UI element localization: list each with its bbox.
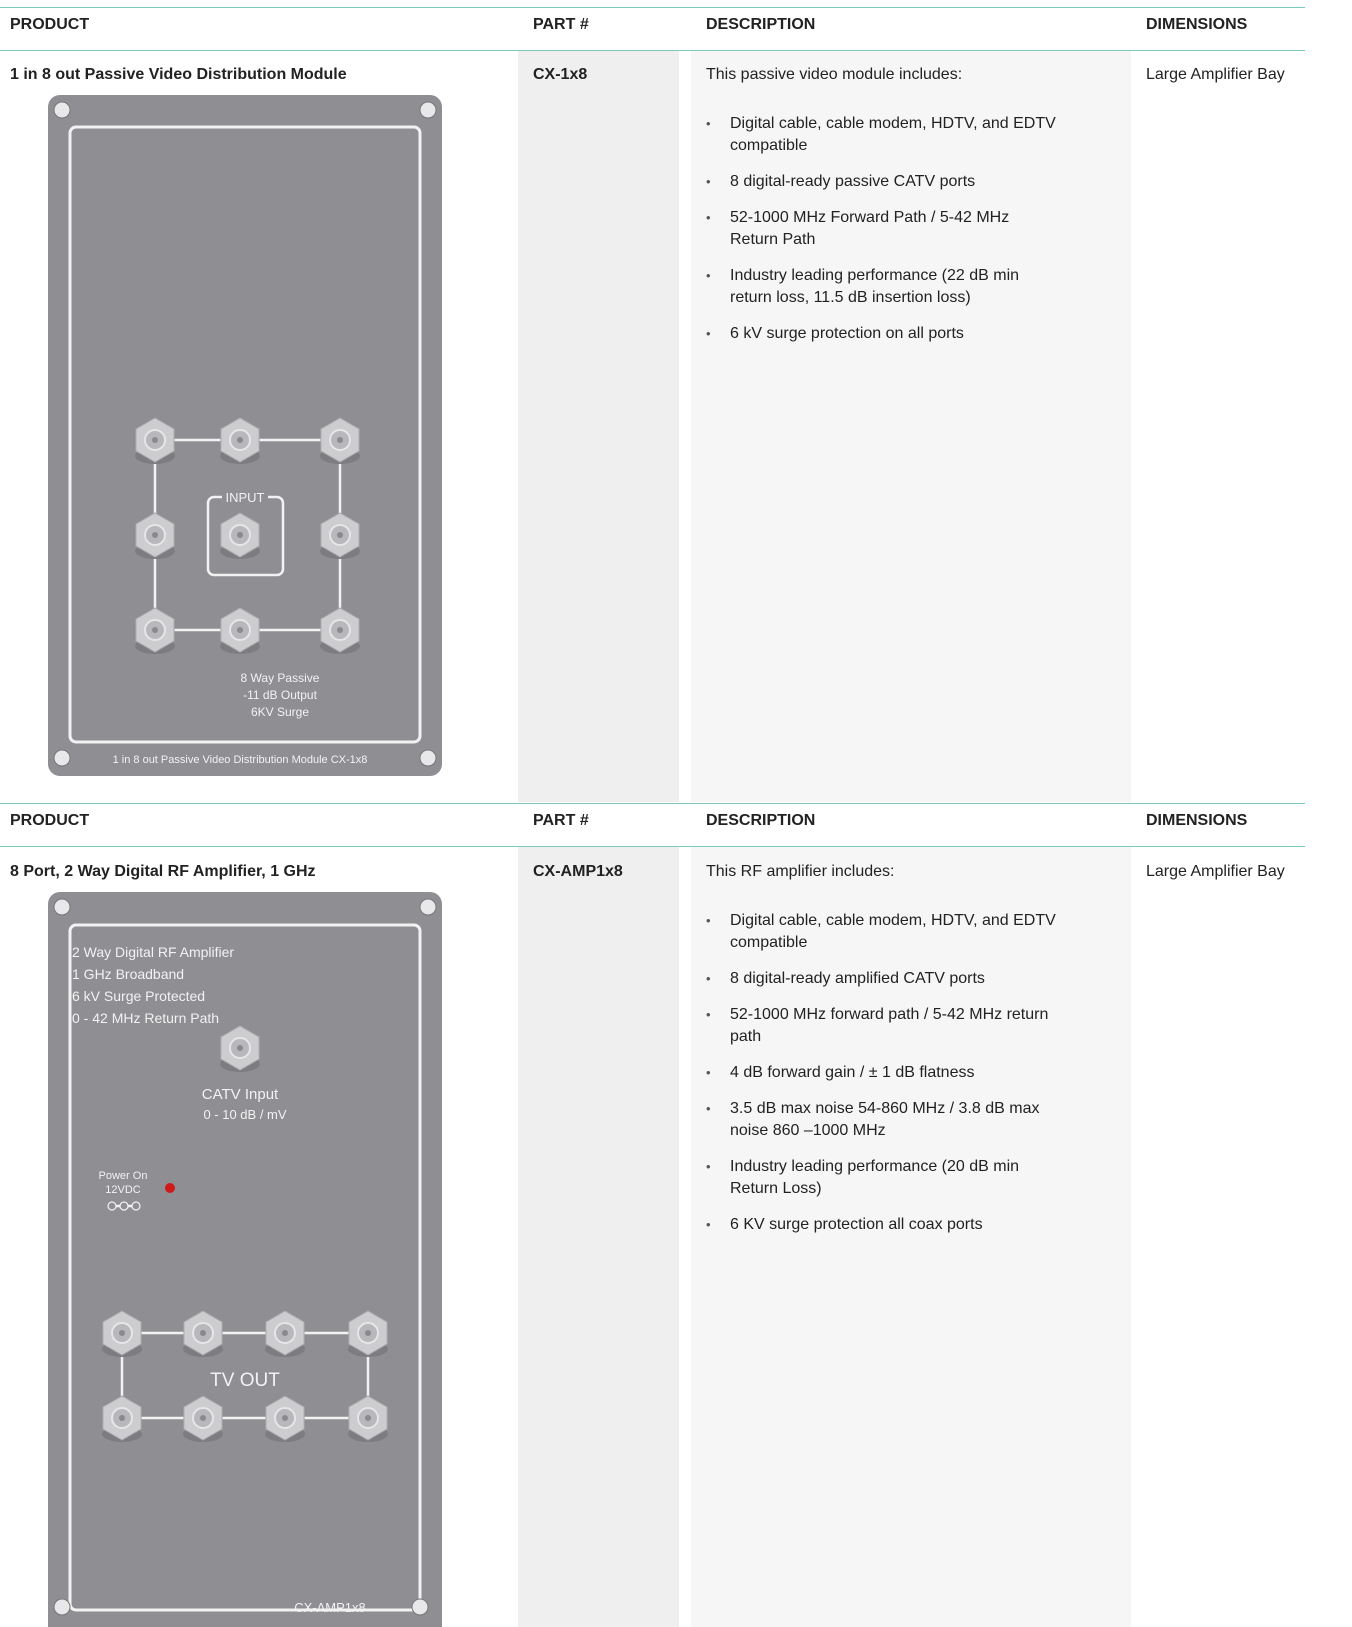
label-bg: [222, 490, 268, 504]
bullet: Industry leading performance (22 dB min …: [706, 265, 1056, 309]
header-part: PART #: [533, 16, 589, 33]
screw: [53, 101, 71, 119]
header-dimensions: DIMENSIONS: [1146, 16, 1248, 33]
panel-label: 0 - 10 dB / mV: [203, 1107, 286, 1122]
panel-label: Power On: [99, 1170, 148, 1182]
header-description: DESCRIPTION: [706, 812, 816, 829]
connector-pin: [365, 1330, 371, 1336]
rule: [0, 7, 1305, 8]
bullet: 8 digital-ready amplified CATV ports: [706, 968, 1056, 990]
bullet: 52-1000 MHz forward path / 5-42 MHz retu…: [706, 1004, 1056, 1048]
connector-pin: [237, 1045, 243, 1051]
panel-label: -11 dB Output: [243, 688, 317, 702]
rule: [0, 846, 1305, 847]
panel-label: INPUT: [226, 490, 265, 505]
description-intro: This passive video module includes:: [706, 66, 963, 83]
connector-pin: [152, 627, 158, 633]
connector-pin: [119, 1330, 125, 1336]
bullet: 3.5 dB max noise 54-860 MHz / 3.8 dB max…: [706, 1098, 1056, 1142]
header-product: PRODUCT: [10, 812, 90, 829]
panel-label: TV OUT: [210, 1370, 280, 1391]
screw: [419, 749, 437, 767]
panel: [48, 892, 442, 1627]
rule: [0, 803, 1305, 804]
power-led: [165, 1183, 175, 1193]
column-shade: [518, 51, 679, 802]
dimensions: Large Amplifier Bay: [1146, 66, 1285, 83]
screw: [419, 898, 437, 916]
connector-pin: [200, 1415, 206, 1421]
panel-label: 12VDC: [105, 1184, 141, 1196]
connector-pin: [237, 627, 243, 633]
product-name: 8 Port, 2 Way Digital RF Amplifier, 1 GH…: [10, 863, 316, 880]
product-name: 1 in 8 out Passive Video Distribution Mo…: [10, 66, 347, 83]
bullet: 8 digital-ready passive CATV ports: [706, 171, 1056, 193]
connector-pin: [337, 627, 343, 633]
screw: [53, 1598, 71, 1616]
bullet: 6 KV surge protection all coax ports: [706, 1214, 1056, 1236]
screw: [411, 1598, 429, 1616]
connector-pin: [152, 532, 158, 538]
dimensions: Large Amplifier Bay: [1146, 863, 1285, 880]
part-number: CX-AMP1x8: [533, 863, 623, 880]
panel-label: CATV Input: [202, 1086, 279, 1103]
connector-pin: [200, 1330, 206, 1336]
connector-pin: [119, 1415, 125, 1421]
connector-pin: [337, 437, 343, 443]
panel-border: [68, 125, 422, 744]
screw: [53, 749, 71, 767]
description-intro: This RF amplifier includes:: [706, 863, 895, 880]
bullet: Industry leading performance (20 dB min …: [706, 1156, 1056, 1200]
panel-label: CX-AMP1x8: [294, 1600, 366, 1615]
panel-border: [68, 923, 422, 1612]
bullet: 6 kV surge protection on all ports: [706, 323, 1056, 345]
rule: [0, 50, 1305, 51]
panel-label: 6KV Surge: [251, 705, 309, 719]
connector-pin: [237, 437, 243, 443]
connector-pin: [365, 1415, 371, 1421]
bullet-list: Digital cable, cable modem, HDTV, and ED…: [706, 113, 1056, 359]
connector-pin: [337, 532, 343, 538]
header-description: DESCRIPTION: [706, 16, 816, 33]
bullet: 4 dB forward gain / ± 1 dB flatness: [706, 1062, 1056, 1084]
header-part: PART #: [533, 812, 589, 829]
bullet-list: Digital cable, cable modem, HDTV, and ED…: [706, 910, 1056, 1250]
connector-pin: [282, 1330, 288, 1336]
part-number: CX-1x8: [533, 66, 588, 83]
column-shade: [518, 847, 679, 1627]
panel-label: 2 Way Digital RF Amplifier: [72, 944, 234, 960]
connector-pin: [282, 1415, 288, 1421]
panel-label: 1 in 8 out Passive Video Distribution Mo…: [113, 754, 368, 766]
product-images: INPUT 8 Way Passive -11 dB Output 6KV Surge…: [48, 95, 442, 1627]
panel-label: 8 Way Passive: [241, 671, 320, 685]
panel-label: 1 GHz Broadband: [72, 966, 184, 982]
bullet: Digital cable, cable modem, HDTV, and ED…: [706, 113, 1056, 157]
panel-label: 0 - 42 MHz Return Path: [72, 1010, 219, 1026]
connector-pin: [152, 437, 158, 443]
screw: [419, 101, 437, 119]
panel-label: 6 kV Surge Protected: [72, 988, 205, 1004]
header-dimensions: DIMENSIONS: [1146, 812, 1248, 829]
connector-pin: [237, 532, 243, 538]
header-product: PRODUCT: [10, 16, 90, 33]
bullet: Digital cable, cable modem, HDTV, and ED…: [706, 910, 1056, 954]
bullet: 52-1000 MHz Forward Path / 5-42 MHz Retu…: [706, 207, 1056, 251]
screw: [53, 898, 71, 916]
